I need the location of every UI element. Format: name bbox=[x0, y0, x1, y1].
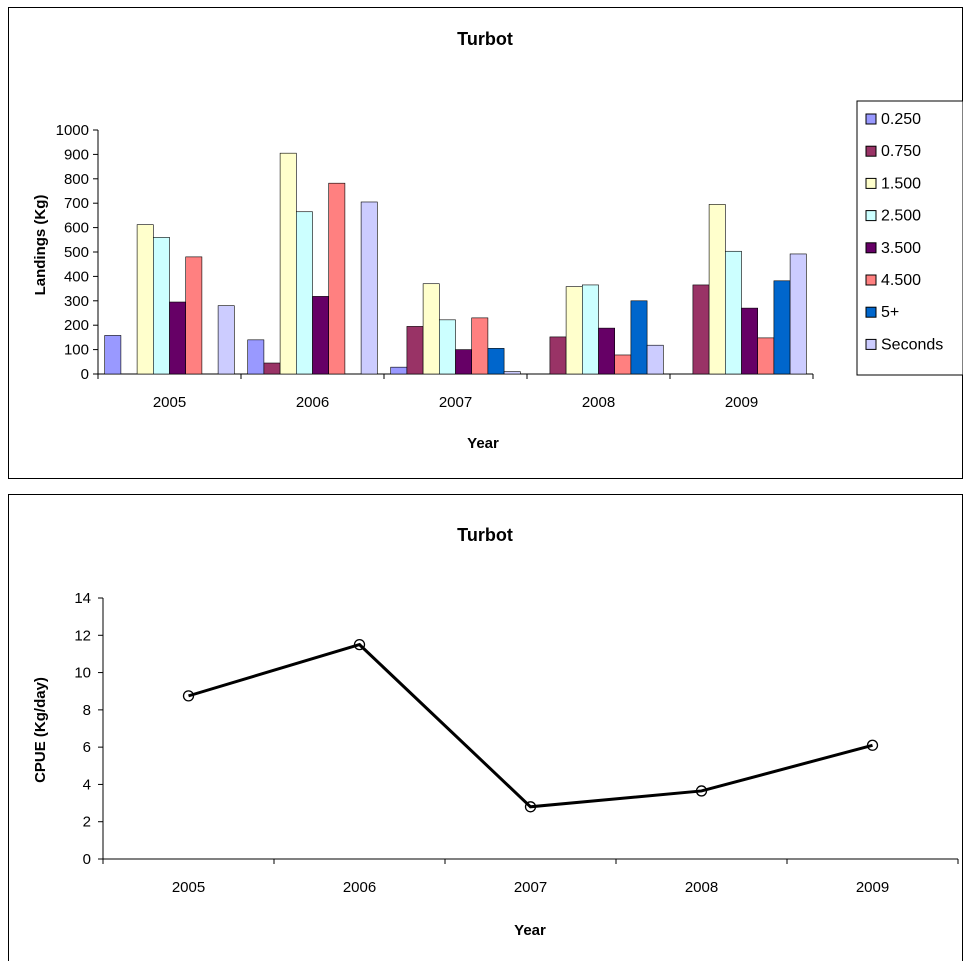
legend-label: 4.500 bbox=[881, 272, 921, 289]
landings-x-axis-label: Year bbox=[467, 435, 499, 452]
legend-swatch bbox=[865, 145, 877, 157]
landings-bar bbox=[360, 201, 378, 375]
landings-bar bbox=[312, 296, 330, 375]
legend-label: 2.500 bbox=[881, 208, 921, 225]
landings-y-tick-label: 600 bbox=[64, 220, 89, 237]
landings-y-axis-label: Landings (Kg) bbox=[32, 195, 49, 296]
legend-swatch bbox=[865, 274, 877, 286]
landings-y-tick-label: 100 bbox=[64, 342, 89, 359]
landings-bar bbox=[263, 362, 281, 375]
landings-bar bbox=[422, 283, 440, 375]
landings-bar bbox=[471, 317, 489, 375]
legend-label: Seconds bbox=[881, 336, 943, 353]
legend-swatch bbox=[865, 338, 877, 350]
landings-y-tick-label: 700 bbox=[64, 195, 89, 212]
landings-bar bbox=[169, 301, 187, 375]
landings-bar bbox=[487, 348, 505, 375]
landings-bar bbox=[406, 326, 424, 375]
landings-bar bbox=[185, 256, 203, 375]
legend-swatch bbox=[865, 306, 877, 318]
landings-bar bbox=[581, 284, 599, 375]
legend-label: 3.500 bbox=[881, 240, 921, 257]
landings-bar bbox=[692, 284, 710, 375]
landings-bar bbox=[279, 152, 297, 375]
landings-bar bbox=[757, 337, 775, 375]
landings-bar bbox=[724, 250, 742, 375]
legend-label: 5+ bbox=[881, 304, 899, 321]
landings-bar bbox=[773, 280, 791, 375]
landings-bar bbox=[708, 204, 726, 375]
legend-swatch bbox=[865, 242, 877, 254]
landings-bar bbox=[741, 307, 759, 375]
landings-y-tick-label: 400 bbox=[64, 268, 89, 285]
landings-x-tick-label: 2009 bbox=[725, 394, 758, 411]
landings-bar bbox=[614, 354, 632, 375]
landings-y-tick-label: 1000 bbox=[56, 122, 89, 139]
landings-bar bbox=[503, 371, 521, 375]
landings-y-tick-label: 900 bbox=[64, 146, 89, 163]
landings-x-tick-label: 2007 bbox=[439, 394, 472, 411]
landings-bar bbox=[390, 366, 408, 375]
landings-bar bbox=[247, 339, 265, 375]
landings-legend-box bbox=[856, 100, 963, 376]
landings-y-tick-label: 500 bbox=[64, 244, 89, 261]
landings-bar bbox=[295, 211, 313, 375]
landings-bar bbox=[217, 305, 235, 375]
legend-label: 0.750 bbox=[881, 143, 921, 160]
landings-bar bbox=[455, 349, 473, 375]
legend-swatch bbox=[865, 177, 877, 189]
landings-y-tick-label: 300 bbox=[64, 293, 89, 310]
landings-y-tick-label: 800 bbox=[64, 171, 89, 188]
legend-label: 1.500 bbox=[881, 175, 921, 192]
landings-bar bbox=[565, 286, 583, 375]
landings-y-tick-label: 200 bbox=[64, 317, 89, 334]
landings-x-tick-label: 2005 bbox=[153, 394, 186, 411]
landings-bar bbox=[153, 237, 170, 375]
landings-bar bbox=[630, 300, 648, 375]
landings-bar bbox=[598, 327, 616, 375]
landings-bar bbox=[328, 182, 346, 375]
legend-swatch bbox=[865, 210, 877, 222]
landings-bar bbox=[549, 336, 567, 375]
landings-x-tick-label: 2006 bbox=[296, 394, 329, 411]
legend-label: 0.250 bbox=[881, 111, 921, 128]
landings-chart-title: Turbot bbox=[457, 29, 513, 49]
landings-bar bbox=[136, 224, 154, 375]
landings-bar bbox=[646, 344, 664, 375]
landings-bar bbox=[789, 253, 807, 375]
landings-x-tick-label: 2008 bbox=[582, 394, 615, 411]
legend-swatch bbox=[865, 113, 877, 125]
landings-bar bbox=[438, 319, 456, 375]
landings-y-tick-label: 0 bbox=[81, 366, 89, 383]
landings-bar bbox=[104, 335, 122, 375]
